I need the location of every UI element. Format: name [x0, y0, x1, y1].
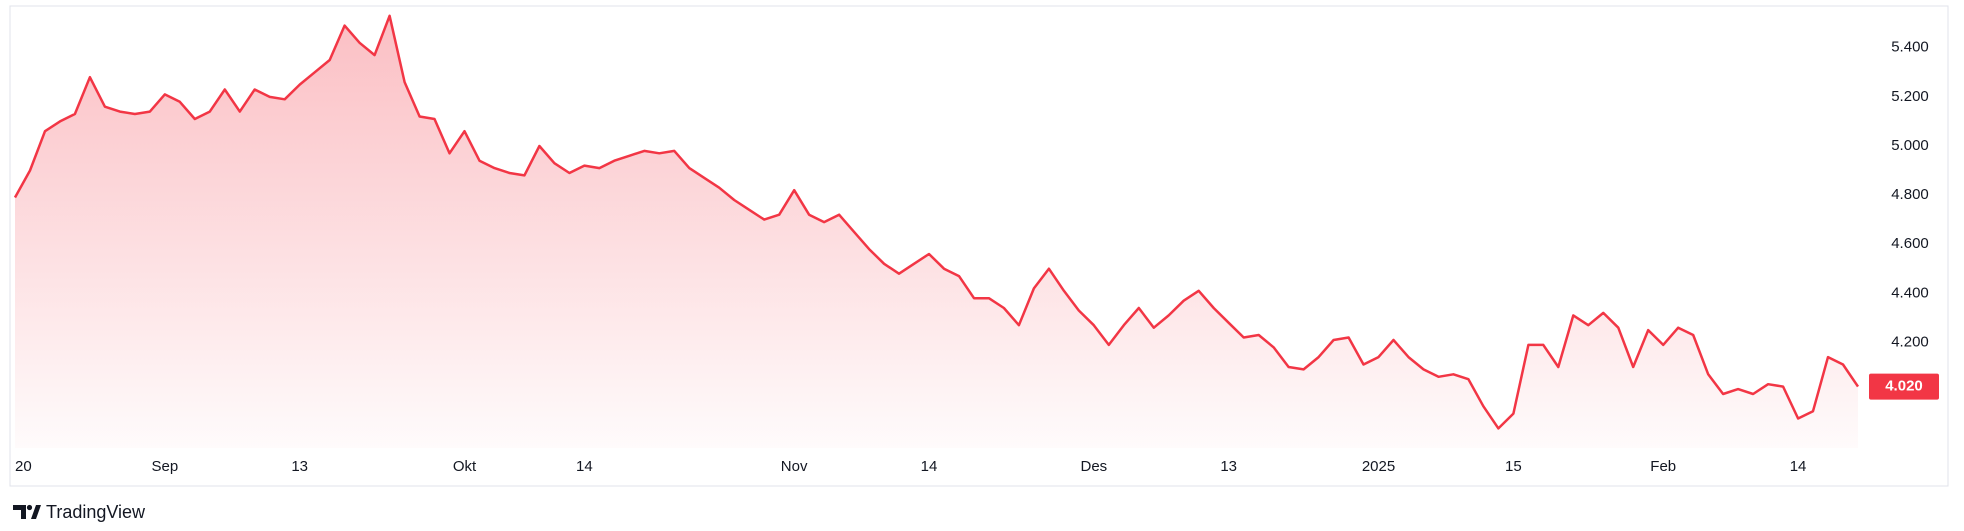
x-tick-label: 13 [291, 458, 308, 475]
x-tick-label: 14 [1790, 458, 1807, 475]
x-tick-label: Nov [781, 458, 808, 475]
last-price-box [1869, 373, 1939, 400]
y-tick-label: 5.200 [1891, 88, 1929, 105]
y-tick-label: 4.200 [1891, 333, 1929, 350]
x-tick-label: Sep [151, 458, 178, 475]
y-tick-label: 4.400 [1891, 284, 1929, 301]
x-tick-label: 15 [1505, 458, 1522, 475]
x-tick-label: 2025 [1362, 458, 1395, 475]
x-tick-label: Feb [1650, 458, 1676, 475]
y-tick-label: 5.000 [1891, 137, 1929, 154]
y-tick-label: 4.800 [1891, 186, 1929, 203]
x-tick-label: 14 [576, 458, 593, 475]
tradingview-logo: TradingView [13, 502, 146, 522]
brand-name[interactable]: TradingView [46, 502, 146, 522]
price-line [13, 14, 1860, 430]
x-tick-label: Des [1080, 458, 1107, 475]
y-tick-label: 4.600 [1891, 235, 1929, 252]
x-tick-label: 14 [921, 458, 938, 475]
x-tick-label: Okt [453, 458, 477, 475]
area-fill [15, 15, 1858, 449]
x-tick-label: 13 [1220, 458, 1237, 475]
last-price-label: 4.020 [1885, 378, 1923, 395]
chart-frame [9, 5, 1949, 487]
y-tick-label: 5.400 [1891, 39, 1929, 56]
x-tick-label: 20 [15, 458, 32, 475]
